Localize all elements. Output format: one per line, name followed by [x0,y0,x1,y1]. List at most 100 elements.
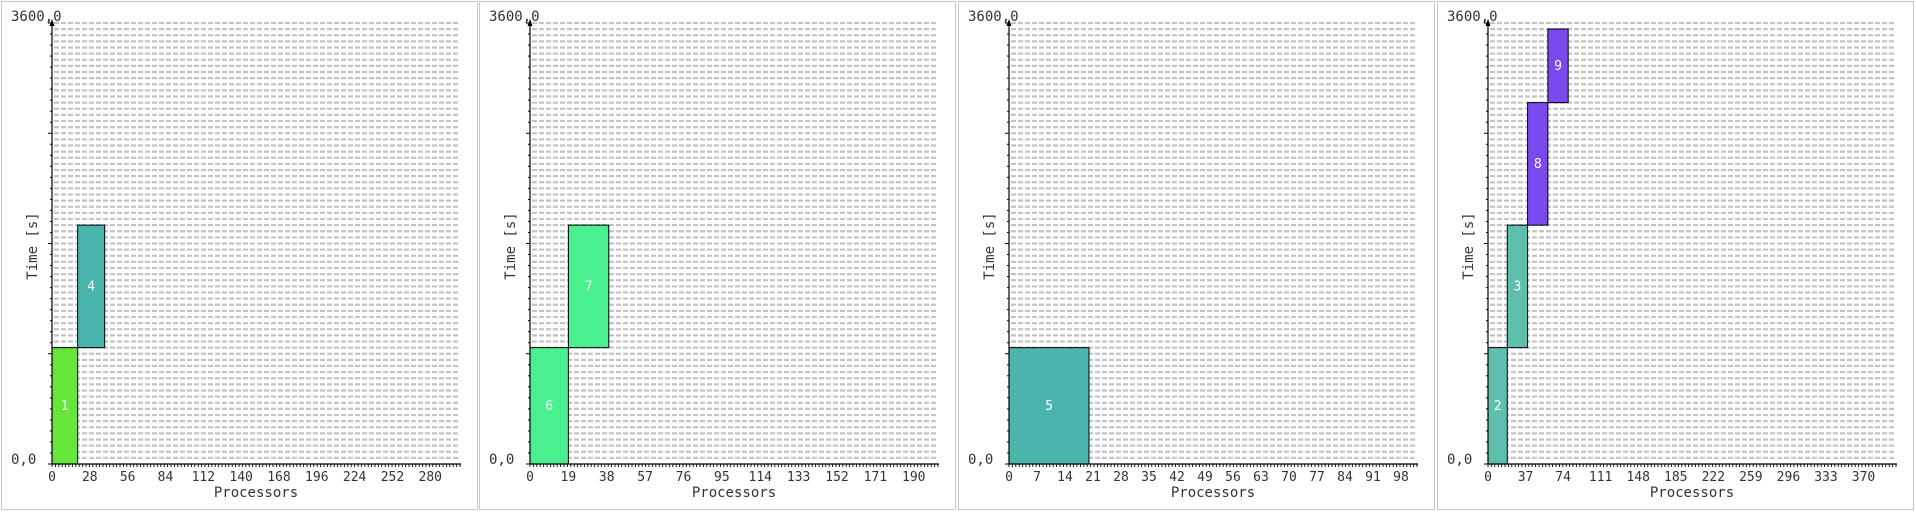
x-tick-label: 70 [1281,470,1297,485]
x-tick-label: 252 [381,470,404,485]
job-bar-8 [1527,102,1549,226]
x-minor-ticks [1008,464,1418,467]
x-tick-label: 133 [787,470,810,485]
x-tick-label: 140 [229,470,252,485]
origin-label: 0,0 [489,452,514,468]
x-tick-label: 38 [599,470,615,485]
y-minor-ticks [526,22,530,465]
y-axis-arrow [49,19,55,26]
x-tick-label: 57 [637,470,653,485]
job-bar-5 [1008,347,1090,465]
job-bar-4 [77,224,106,349]
x-tick-label: 148 [1626,470,1649,485]
x-minor-ticks [1487,464,1897,467]
y-axis-title: Time [s] [25,212,41,279]
job-label-8: 8 [1534,157,1542,172]
x-tick-label: 28 [82,470,98,485]
x-tick-label: 222 [1702,470,1725,485]
y-axis-title: Time [s] [1461,212,1477,279]
job-bar-3 [1506,224,1529,349]
y-axis-title: Time [s] [503,212,519,279]
chart-1-svg: 140 28 56 84 112 140 168 196 224 252 2803600,00,0P… [11,9,461,501]
x-tick-label: 0 [48,470,56,485]
x-tick-label: 196 [305,470,328,485]
x-axis-title: Processors [1171,485,1255,501]
x-minor-ticks [51,464,461,467]
chart-panel-2: 6 7 0 19 38 57 76 95 114 133 152 171 190 3600,0 0,0 Pro… [479,1,956,510]
x-tick-label: 21 [1085,470,1101,485]
job-bar-1 [51,347,79,465]
x-tick-label: 333 [1814,470,1837,485]
x-tick-label: 171 [864,470,887,485]
x-tick-label: 14 [1057,470,1073,485]
x-tick-label: 7 [1033,470,1041,485]
y-axis-arrow [1485,19,1491,26]
job-label-2: 2 [1494,399,1502,414]
job-label-7: 7 [585,279,593,294]
origin-label: 0,0 [968,452,993,468]
x-tick-label: 190 [902,470,925,485]
x-tick-label: 76 [676,470,692,485]
job-bar-6 [529,347,569,465]
y-axis-arrow [527,19,533,26]
x-tick-label: 63 [1253,470,1269,485]
x-tick-label: 185 [1664,470,1687,485]
job-label-6: 6 [545,399,553,414]
job-label-5: 5 [1045,399,1053,414]
chart-4-svg: 2 3 8 9 0 37 74 111 148 185 222 259 296 333 370 3600,0 0… [1447,9,1897,501]
x-tick-label: 370 [1852,470,1875,485]
y-top-label: 3600,0 [11,9,62,25]
x-tick-label: 224 [343,470,367,485]
x-tick-label: 0 [526,470,534,485]
x-minor-ticks [529,464,939,467]
job-label-4: 4 [87,279,95,294]
y-axis-arrow [1006,19,1012,26]
x-tick-label: 95 [714,470,730,485]
x-tick-label: 0 [1005,470,1013,485]
origin-label: 0,0 [11,452,36,468]
chart-panel-1: 1 4 0 28 56 84 112 140 168 196 224 252 280 3600,0 0,0 P… [1,1,478,510]
y-top-label: 3600,0 [1447,9,1498,25]
x-tick-label: 98 [1393,470,1409,485]
x-tick-label: 114 [749,470,773,485]
x-tick-label: 42 [1169,470,1185,485]
x-tick-label: 152 [825,470,848,485]
x-tick-label: 112 [192,470,215,485]
x-axis-title: Processors [214,485,298,501]
x-tick-label: 56 [1225,470,1241,485]
job-label-3: 3 [1514,279,1522,294]
job-label-9: 9 [1554,59,1562,74]
x-axis-title: Processors [692,485,776,501]
x-tick-label: 77 [1309,470,1325,485]
chart-panel-4: 2 3 8 9 0 37 74 111 148 185 222 259 296 333 370 3600,0 0… [1437,1,1914,510]
y-top-label: 3600,0 [968,9,1019,25]
job-bar-7 [567,224,610,349]
x-tick-label: 37 [1518,470,1534,485]
x-tick-label: 35 [1141,470,1157,485]
x-tick-label: 84 [1337,470,1353,485]
job-label-1: 1 [61,399,69,414]
x-tick-label: 49 [1197,470,1213,485]
x-tick-label: 259 [1739,470,1762,485]
x-tick-label: 0 [1484,470,1492,485]
x-tick-label: 56 [120,470,136,485]
chart-2-svg: 6 7 0 19 38 57 76 95 114 133 152 171 190 3600,0 0,0 Pro… [489,9,939,501]
x-tick-label: 168 [267,470,290,485]
chart-panel-3: 5 0 7 14 21 28 35 42 49 56 63 70 77 84 91 98 3600,0 0,0 Pr… [958,1,1435,510]
x-tick-label: 84 [158,470,174,485]
chart-3-svg: 5 0 7 14 21 28 35 42 49 56 63 70 77 84 91 98 3600,0 0,0 Pr… [968,9,1418,501]
y-top-label: 3600,0 [489,9,540,25]
job-bar-9 [1547,28,1569,104]
x-tick-label: 111 [1589,470,1612,485]
x-tick-label: 280 [419,470,442,485]
x-tick-label: 296 [1777,470,1800,485]
x-tick-label: 19 [561,470,577,485]
origin-label: 0,0 [1447,452,1472,468]
y-axis-title: Time [s] [982,212,998,279]
x-tick-label: 28 [1113,470,1129,485]
grid-lines [54,21,460,459]
x-tick-label: 91 [1365,470,1381,485]
x-axis-title: Processors [1650,485,1734,501]
grid-lines [1011,21,1417,459]
x-tick-label: 74 [1555,470,1571,485]
